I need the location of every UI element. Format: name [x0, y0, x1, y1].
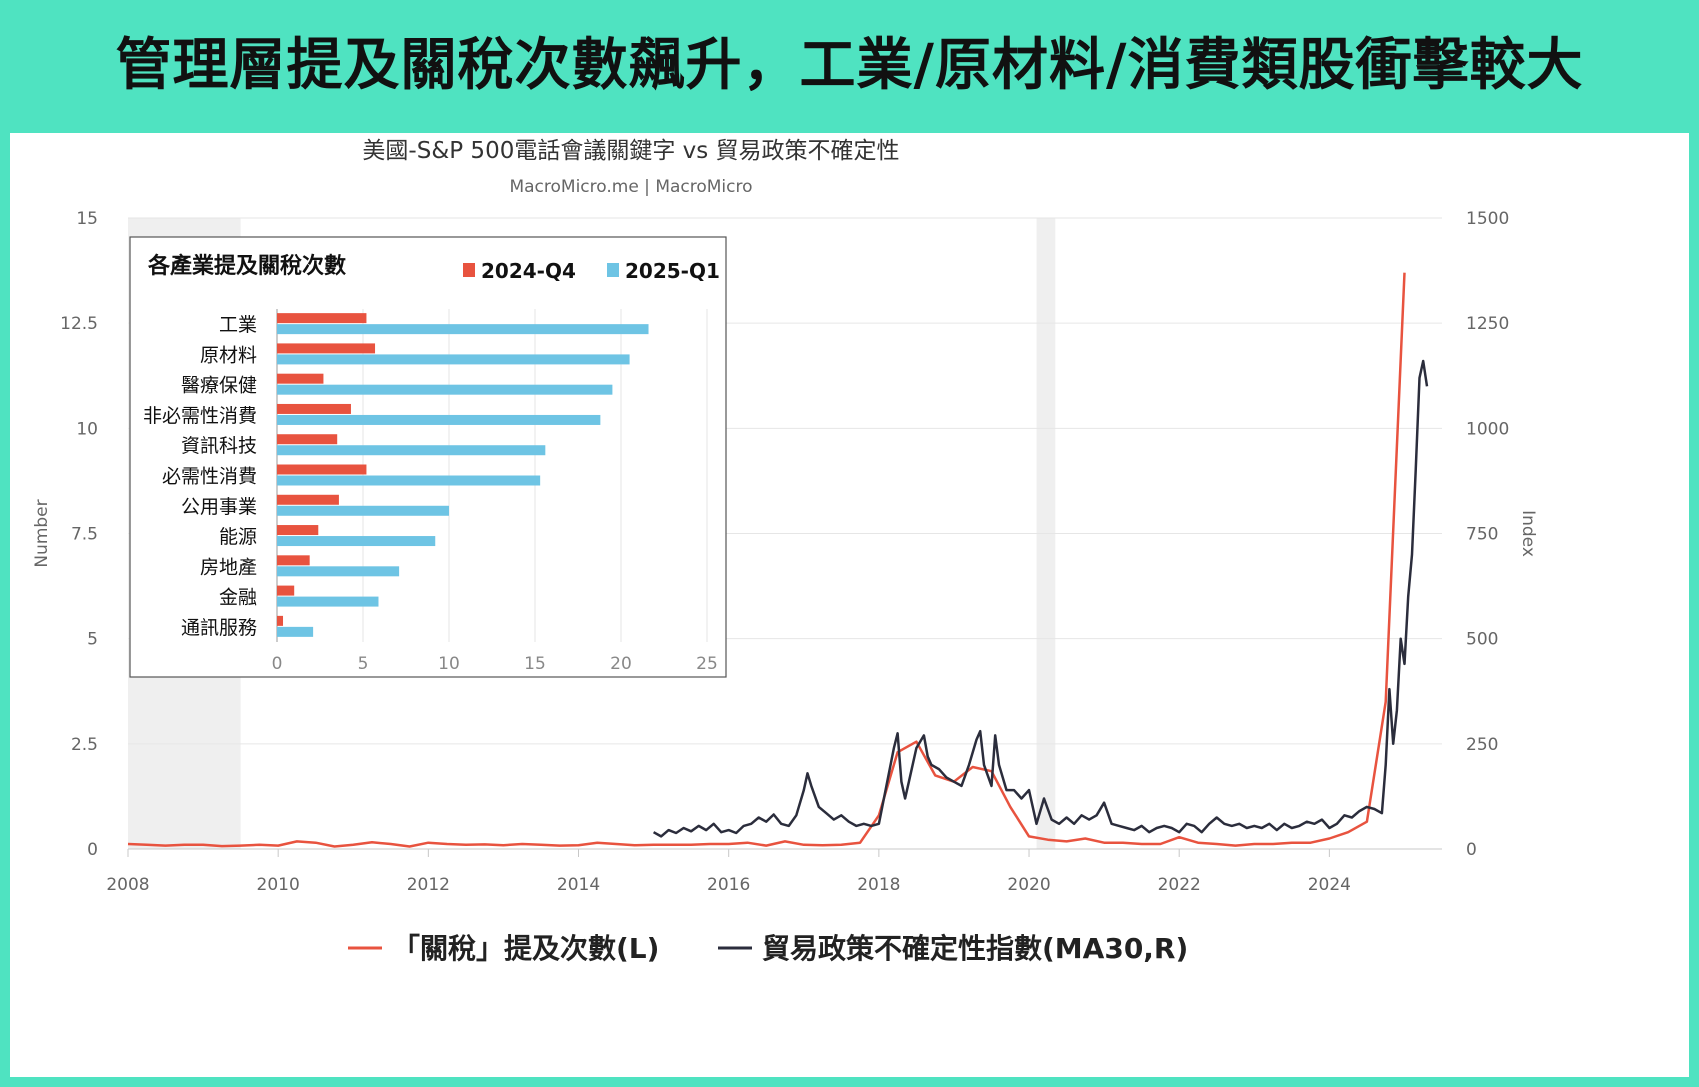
y-right-tick-label: 1500 — [1466, 209, 1509, 229]
inset-category-label: 非必需性消費 — [143, 405, 257, 427]
x-tick-label: 2012 — [407, 875, 450, 895]
inset-legend-swatch — [607, 263, 619, 277]
inset-category-label: 資訊科技 — [181, 435, 257, 457]
inset-x-tick-label: 20 — [610, 654, 632, 674]
chart-title: 美國-S&P 500電話會議關鍵字 vs 貿易政策不確定性 — [362, 138, 899, 164]
series-line-tariff — [127, 272, 1406, 848]
y-right-tick-label: 1250 — [1466, 314, 1509, 334]
y-right-tick-label: 250 — [1466, 735, 1498, 755]
inset-legend-label: 2025-Q1 — [625, 259, 720, 283]
x-tick-label: 2010 — [257, 875, 300, 895]
inset-category-label: 醫療保健 — [181, 375, 257, 397]
inset-bar-2024-q4 — [277, 585, 295, 596]
y-left-tick-label: 10 — [76, 419, 98, 439]
inset-category-label: 工業 — [219, 314, 257, 336]
y-left-tick-label: 5 — [87, 630, 98, 650]
y-left-tick-label: 15 — [76, 209, 98, 229]
inset-frame — [129, 236, 727, 678]
inset-x-tick-label: 0 — [272, 654, 283, 674]
headline: 管理層提及關稅次數飆升，工業/原材料/消費類股衝擊較大 — [115, 33, 1584, 98]
inset-x-tick-label: 15 — [524, 654, 546, 674]
inset-bar-2024-q4 — [277, 313, 367, 324]
inset-bar-2025-q1 — [277, 596, 379, 607]
inset-bar-2024-q4 — [277, 555, 310, 566]
series-line-uncertainty — [652, 359, 1429, 838]
inset-bar-2024-q4 — [277, 525, 319, 536]
inset-bar-2025-q1 — [277, 475, 541, 486]
inset-title: 各產業提及關稅次數 — [147, 253, 346, 279]
inset-category-label: 通訊服務 — [181, 617, 257, 639]
inset-x-tick-label: 10 — [438, 654, 460, 674]
inset-category-label: 原材料 — [200, 344, 257, 366]
y-right-tick-label: 500 — [1466, 630, 1498, 650]
x-tick-label: 2014 — [557, 875, 600, 895]
y-right-tick-label: 750 — [1466, 525, 1498, 545]
chart-canvas: 美國-S&P 500電話會議關鍵字 vs 貿易政策不確定性 MacroMicro… — [32, 138, 1538, 965]
inset-category-label: 公用事業 — [181, 496, 257, 518]
inset-bar-2024-q4 — [277, 615, 284, 626]
y-left-tick-label: 12.5 — [60, 314, 98, 334]
legend-label-tariff: 「關稅」提及次數(L) — [392, 932, 659, 965]
inset-category-label: 必需性消費 — [162, 466, 257, 488]
chart-subtitle: MacroMicro.me | MacroMicro — [509, 177, 752, 197]
inset-category-label: 房地產 — [200, 556, 257, 578]
bottom-legend: 「關稅」提及次數(L) 貿易政策不確定性指數(MA30,R) — [348, 932, 1188, 965]
inset-bar-2025-q1 — [277, 536, 436, 547]
x-tick-label: 2016 — [707, 875, 750, 895]
x-tick-label: 2020 — [1007, 875, 1050, 895]
inset-category-label: 能源 — [219, 526, 257, 548]
inset-bar-2025-q1 — [277, 414, 601, 425]
inset-bar-2024-q4 — [277, 494, 339, 505]
y-right-axis-label: Index — [1518, 510, 1538, 557]
x-tick-label: 2018 — [857, 875, 900, 895]
y-left-tick-label: 2.5 — [71, 735, 98, 755]
x-tick-label: 2022 — [1158, 875, 1201, 895]
y-right-tick-label: 0 — [1466, 840, 1477, 860]
inset-bar-chart: 各產業提及關稅次數 2024-Q4 2025-Q1 0 5 10 15 20 25 工業原材料醫療… — [129, 236, 727, 678]
y-right-tick-label: 1000 — [1466, 419, 1509, 439]
inset-bar-2025-q1 — [277, 626, 314, 637]
inset-bar-2024-q4 — [277, 373, 324, 384]
inset-category-label: 金融 — [219, 587, 257, 609]
legend-label-uncertainty: 貿易政策不確定性指數(MA30,R) — [762, 932, 1188, 965]
chart-panel: 美國-S&P 500電話會議關鍵字 vs 貿易政策不確定性 MacroMicro… — [10, 133, 1689, 1077]
inset-bar-2025-q1 — [277, 566, 400, 577]
x-tick-label: 2024 — [1308, 875, 1351, 895]
inset-x-tick-label: 5 — [358, 654, 369, 674]
inset-legend-swatch — [463, 263, 475, 277]
inset-bar-2025-q1 — [277, 384, 613, 395]
y-left-tick-label: 0 — [87, 840, 98, 860]
inset-bar-2024-q4 — [277, 464, 367, 475]
inset-bar-2024-q4 — [277, 343, 376, 354]
inset-x-tick-label: 25 — [696, 654, 718, 674]
inset-bar-2025-q1 — [277, 445, 546, 456]
inset-bar-2025-q1 — [277, 354, 630, 365]
inset-bar-2025-q1 — [277, 324, 649, 335]
x-tick-label: 2008 — [106, 875, 149, 895]
inset-bar-2024-q4 — [277, 403, 351, 414]
y-left-axis-label: Number — [32, 499, 52, 567]
y-left-tick-label: 7.5 — [71, 525, 98, 545]
inset-legend-label: 2024-Q4 — [481, 259, 576, 283]
inset-bar-2025-q1 — [277, 505, 449, 516]
inset-bar-2024-q4 — [277, 434, 338, 445]
